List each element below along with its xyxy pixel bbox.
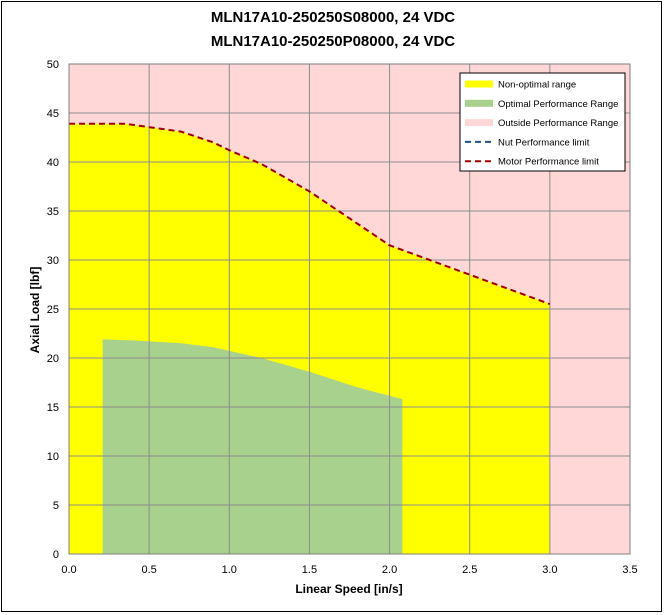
y-tick-label: 20 [47,353,59,365]
x-tick-label: 1.5 [302,564,317,576]
x-tick-label: 3.5 [622,564,637,576]
legend-swatch [465,119,493,127]
x-tick-label: 3.0 [542,564,557,576]
y-tick-label: 15 [47,402,59,414]
legend-label: Nut Performance limit [498,137,590,148]
x-tick-label: 2.0 [382,564,397,576]
chart-title-line-2: MLN17A10-250250P08000, 24 VDC [211,33,455,50]
x-axis-ticks: 0.0 0.5 1.0 1.5 2.0 2.5 3.0 3.5 [61,564,637,576]
y-tick-label: 45 [47,108,59,120]
legend-label: Outside Performance Range [498,118,618,129]
legend: Non-optimal range Optimal Performance Ran… [459,72,626,172]
plot-border [68,63,631,555]
y-tick-label: 10 [47,451,59,463]
chart-title-line-1: MLN17A10-250250S08000, 24 VDC [211,9,455,26]
y-axis-label: Axial Load [lbf] [28,267,42,354]
y-tick-label: 50 [47,59,59,71]
y-axis-ticks: 0 5 10 15 20 25 30 35 40 45 50 [47,59,59,561]
x-tick-label: 2.5 [462,564,477,576]
x-tick-label: 0.5 [141,564,156,576]
y-tick-label: 35 [47,206,59,218]
x-tick-label: 1.0 [222,564,237,576]
legend-label: Motor Performance limit [498,157,599,168]
y-tick-label: 0 [53,549,59,561]
y-tick-label: 40 [47,157,59,169]
y-tick-label: 5 [53,500,59,512]
legend-label: Optimal Performance Range [498,99,618,110]
legend-label: Non-optimal range [498,80,576,91]
legend-swatch [465,99,493,107]
y-tick-label: 25 [47,304,59,316]
y-tick-label: 30 [47,255,59,267]
area-series-1 [102,339,403,554]
x-axis-label: Linear Speed [in/s] [295,582,402,596]
legend-swatch [465,80,493,88]
x-tick-label: 0.0 [61,564,76,576]
dashed-series-3 [69,122,551,306]
